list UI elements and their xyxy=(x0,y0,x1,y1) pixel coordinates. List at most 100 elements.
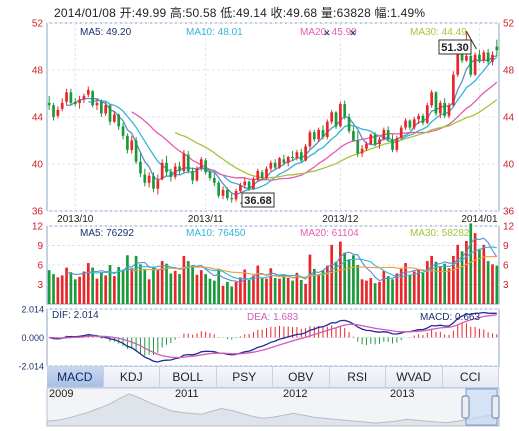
volume-bar xyxy=(334,261,338,304)
tab-boll[interactable]: BOLL xyxy=(160,367,217,387)
volume-bar xyxy=(438,266,442,304)
candlestick xyxy=(212,173,216,187)
tab-wvad[interactable]: WVAD xyxy=(386,367,443,387)
volume-bar xyxy=(108,265,112,304)
price-axis-tick-label: 52 xyxy=(503,19,515,30)
candlestick xyxy=(278,156,281,169)
quote-date: 2014/01/08 xyxy=(54,6,117,20)
volume-bar xyxy=(304,283,307,304)
candlestick xyxy=(260,169,264,181)
volume-bar xyxy=(325,265,329,304)
candle-body xyxy=(434,92,438,114)
candlestick xyxy=(204,158,207,175)
volume-bar xyxy=(412,271,416,304)
low-label: 低: xyxy=(220,6,236,20)
candlestick xyxy=(121,122,125,140)
macd-axis-tick-label: 0.000 xyxy=(21,333,44,343)
volume-bar xyxy=(221,285,225,304)
tab-psy[interactable]: PSY xyxy=(217,367,273,387)
volume-bar xyxy=(286,278,290,304)
tab-kdj[interactable]: KDJ xyxy=(104,367,160,387)
volume-bar xyxy=(352,255,355,304)
volume-bar xyxy=(417,269,420,304)
change-label: 幅: xyxy=(374,6,391,20)
candlestick xyxy=(130,135,134,154)
tab-cci[interactable]: CCI xyxy=(443,367,499,387)
volume-bar xyxy=(299,279,303,304)
candle-body xyxy=(308,132,312,147)
candle-body xyxy=(265,168,268,179)
candle-body xyxy=(317,129,320,140)
candle-body xyxy=(52,105,55,117)
volume-bar xyxy=(186,261,190,304)
volume-bar xyxy=(113,276,116,304)
volume-bar xyxy=(156,270,160,304)
candlestick xyxy=(217,180,221,199)
candlestick xyxy=(191,167,194,184)
macd-panel: 2.014 0.000 -2.014 DIF: 2.014 DEA: 1.683 MACD… xyxy=(18,305,500,372)
candlestick xyxy=(147,172,151,188)
volume-bar xyxy=(378,281,381,304)
candlestick xyxy=(126,133,129,154)
volume-bar xyxy=(234,281,238,304)
candle-body xyxy=(352,131,355,141)
candlestick xyxy=(273,159,277,170)
candlestick xyxy=(478,50,481,63)
candle-body xyxy=(230,198,234,200)
candlestick xyxy=(108,104,112,126)
candlestick xyxy=(47,95,51,110)
candlestick xyxy=(299,148,303,163)
volume-bar xyxy=(291,280,294,304)
price-legend-ma10: MA10: 48.01 xyxy=(186,27,243,38)
candle-body xyxy=(247,181,251,189)
candlestick xyxy=(395,135,399,153)
close-label: 收: xyxy=(270,6,287,20)
volume-bar xyxy=(65,267,68,304)
volume-bar xyxy=(165,263,168,304)
volume-bar xyxy=(247,279,251,304)
candle-body xyxy=(482,52,486,61)
tab-rsi[interactable]: RSI xyxy=(330,367,386,387)
candle-body xyxy=(395,138,399,150)
volume-bar xyxy=(91,267,94,304)
candle-body xyxy=(204,160,207,173)
candle-body xyxy=(143,174,147,183)
volume-bar xyxy=(256,265,260,304)
volume-bar xyxy=(152,267,155,304)
candle-body xyxy=(165,162,168,173)
price-legend-ma5: MA5: 49.20 xyxy=(80,27,132,38)
candlestick xyxy=(56,106,60,119)
volume-bar xyxy=(321,270,325,304)
candlestick xyxy=(434,91,438,116)
volume-bar xyxy=(382,270,386,304)
candle-body xyxy=(186,154,190,172)
candle-body xyxy=(99,101,103,114)
volume-bar xyxy=(339,241,342,304)
tab-obv[interactable]: OBV xyxy=(273,367,330,387)
volume-bar xyxy=(139,264,142,304)
candle-body xyxy=(456,50,460,75)
candlestick xyxy=(408,119,412,130)
volume-bar xyxy=(104,275,108,304)
candle-body xyxy=(421,115,425,123)
candle-body xyxy=(321,129,325,137)
price-axis-tick-label: 44 xyxy=(503,113,515,124)
tab-macd[interactable]: MACD xyxy=(47,367,104,387)
navigator-left-handle xyxy=(461,395,470,419)
volume-bar xyxy=(134,255,138,304)
candle-body xyxy=(447,105,451,116)
time-navigator[interactable]: 2009 2011 2012 2013 xyxy=(47,388,499,426)
candle-body xyxy=(417,115,420,120)
candle-body xyxy=(182,153,186,172)
volume-ma20-line xyxy=(131,255,497,279)
candlestick xyxy=(195,166,199,182)
volume-bar xyxy=(312,268,316,304)
candlestick xyxy=(226,187,229,201)
open-label: 开: xyxy=(119,6,136,20)
candle-body xyxy=(121,126,125,136)
navigator-overview-area xyxy=(46,393,500,427)
candlestick xyxy=(386,126,390,142)
candle-body xyxy=(325,121,329,137)
max-price-label-box xyxy=(438,39,472,55)
